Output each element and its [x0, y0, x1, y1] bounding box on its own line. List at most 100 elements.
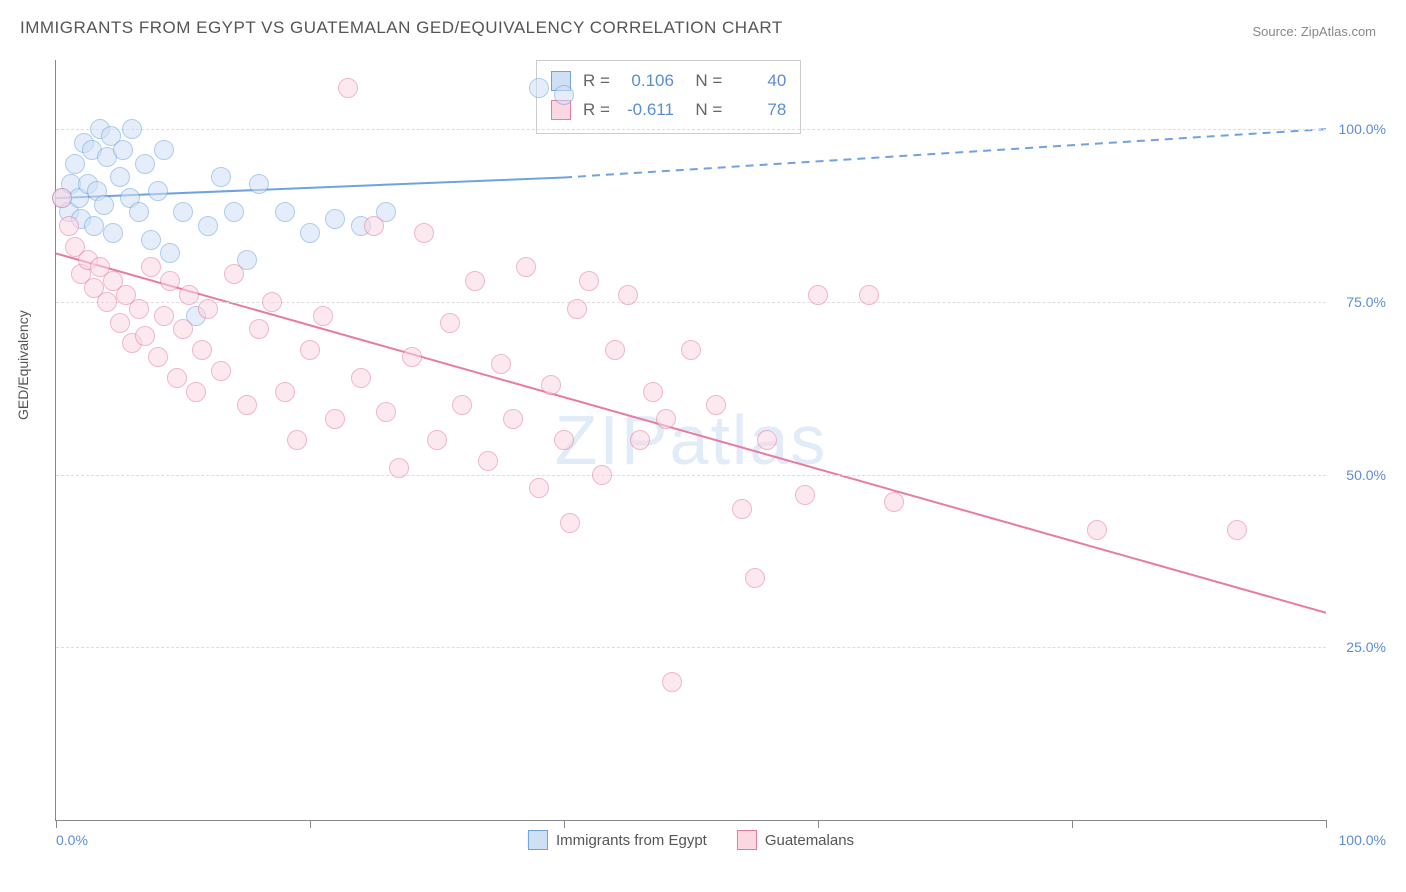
scatter-point-guat [579, 271, 599, 291]
scatter-point-guat [745, 568, 765, 588]
scatter-point-guat [503, 409, 523, 429]
y-tick-label: 100.0% [1339, 121, 1386, 137]
scatter-point-guat [656, 409, 676, 429]
legend-swatch-egypt-icon [528, 830, 548, 850]
scatter-point-egypt [103, 223, 123, 243]
legend-label: Guatemalans [765, 832, 854, 849]
x-min-label: 0.0% [56, 832, 88, 848]
scatter-point-guat [249, 319, 269, 339]
scatter-point-guat [287, 430, 307, 450]
scatter-point-egypt [148, 181, 168, 201]
scatter-point-guat [567, 299, 587, 319]
scatter-point-guat [516, 257, 536, 277]
scatter-point-guat [529, 478, 549, 498]
n-value: 78 [734, 96, 786, 125]
legend-swatch-guat-icon [737, 830, 757, 850]
scatter-point-guat [884, 492, 904, 512]
x-tick [564, 820, 565, 828]
scatter-point-egypt [141, 230, 161, 250]
scatter-point-guat [440, 313, 460, 333]
gridline-h [56, 475, 1326, 476]
scatter-point-egypt [325, 209, 345, 229]
scatter-point-guat [160, 271, 180, 291]
x-tick [818, 820, 819, 828]
r-label: R = [583, 67, 610, 96]
scatter-point-guat [560, 513, 580, 533]
chart-title: IMMIGRANTS FROM EGYPT VS GUATEMALAN GED/… [20, 18, 783, 38]
scatter-point-guat [198, 299, 218, 319]
scatter-point-guat [554, 430, 574, 450]
scatter-point-guat [224, 264, 244, 284]
scatter-point-guat [141, 257, 161, 277]
gridline-h [56, 647, 1326, 648]
scatter-point-guat [275, 382, 295, 402]
scatter-point-guat [300, 340, 320, 360]
scatter-point-guat [148, 347, 168, 367]
scatter-point-egypt [122, 119, 142, 139]
scatter-point-egypt [211, 167, 231, 187]
scatter-point-guat [618, 285, 638, 305]
y-tick-label: 75.0% [1346, 294, 1386, 310]
scatter-point-guat [808, 285, 828, 305]
scatter-point-egypt [529, 78, 549, 98]
scatter-point-guat [167, 368, 187, 388]
scatter-point-egypt [224, 202, 244, 222]
n-label: N = [686, 96, 722, 125]
scatter-point-guat [59, 216, 79, 236]
trend-lines-layer [56, 60, 1326, 820]
scatter-point-guat [135, 326, 155, 346]
scatter-point-egypt [110, 167, 130, 187]
scatter-point-guat [262, 292, 282, 312]
trend-solid-guat [56, 253, 1326, 612]
stats-row-guat: R = -0.611 N = 78 [551, 96, 786, 125]
scatter-point-egypt [94, 195, 114, 215]
r-value: -0.611 [622, 96, 674, 125]
scatter-point-guat [643, 382, 663, 402]
y-tick-label: 25.0% [1346, 639, 1386, 655]
scatter-point-guat [154, 306, 174, 326]
y-tick-label: 50.0% [1346, 467, 1386, 483]
scatter-point-guat [364, 216, 384, 236]
scatter-point-guat [313, 306, 333, 326]
scatter-point-guat [465, 271, 485, 291]
gridline-h [56, 129, 1326, 130]
scatter-point-egypt [275, 202, 295, 222]
x-tick [1326, 820, 1327, 828]
gridline-h [56, 302, 1326, 303]
scatter-point-guat [97, 292, 117, 312]
scatter-point-guat [389, 458, 409, 478]
scatter-point-guat [1227, 520, 1247, 540]
scatter-point-egypt [84, 216, 104, 236]
x-tick [1072, 820, 1073, 828]
scatter-point-egypt [198, 216, 218, 236]
scatter-point-guat [427, 430, 447, 450]
scatter-point-guat [795, 485, 815, 505]
scatter-point-guat [237, 395, 257, 415]
scatter-point-guat [325, 409, 345, 429]
scatter-point-egypt [129, 202, 149, 222]
scatter-point-guat [859, 285, 879, 305]
x-tick [56, 820, 57, 828]
x-max-label: 100.0% [1339, 832, 1386, 848]
scatter-point-egypt [160, 243, 180, 263]
source-label: Source: ZipAtlas.com [1252, 24, 1376, 39]
r-label: R = [583, 96, 610, 125]
scatter-point-guat [605, 340, 625, 360]
scatter-point-guat [192, 340, 212, 360]
scatter-point-egypt [554, 85, 574, 105]
scatter-point-guat [351, 368, 371, 388]
scatter-point-guat [110, 313, 130, 333]
scatter-point-guat [662, 672, 682, 692]
scatter-point-guat [129, 299, 149, 319]
legend-item-guat: Guatemalans [737, 830, 854, 850]
scatter-point-guat [402, 347, 422, 367]
scatter-point-guat [1087, 520, 1107, 540]
scatter-point-guat [732, 499, 752, 519]
scatter-point-egypt [135, 154, 155, 174]
scatter-point-guat [757, 430, 777, 450]
scatter-point-egypt [113, 140, 133, 160]
scatter-point-egypt [65, 154, 85, 174]
scatter-point-guat [211, 361, 231, 381]
trend-dashed-egypt [564, 129, 1326, 177]
scatter-point-guat [376, 402, 396, 422]
